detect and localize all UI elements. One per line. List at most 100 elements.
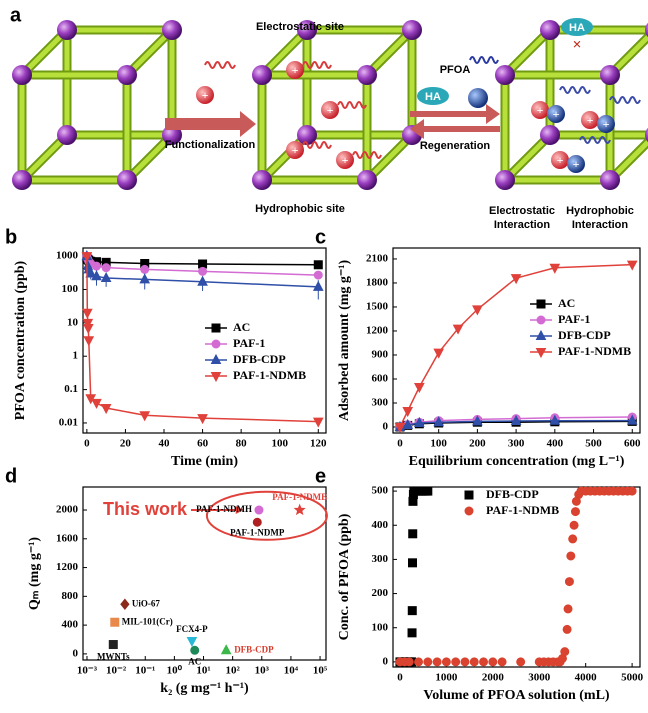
x-tick-label: 20 (120, 438, 132, 450)
pfoa-head (468, 88, 488, 108)
x-tick-label: 10⁻² (106, 665, 127, 677)
legend-marker (465, 507, 473, 515)
legend-marker (537, 316, 545, 324)
label: Interaction (572, 219, 629, 231)
y-axis-label: PFOA concentration (ppb) (13, 260, 28, 420)
marker (314, 261, 322, 269)
y-tick-label: 200 (372, 587, 389, 599)
x-tick-label: 100 (430, 438, 447, 450)
marker (111, 618, 119, 626)
x-tick-label: 40 (159, 438, 171, 450)
legend-marker (465, 491, 473, 499)
y-tick-label: 500 (372, 485, 389, 497)
point-label: AC (188, 656, 201, 666)
marker (141, 265, 149, 273)
y-tick-label: 100 (62, 283, 79, 295)
marker (403, 407, 412, 416)
y-tick-label: 600 (372, 373, 389, 385)
y-tick-label: 400 (62, 619, 79, 631)
x-tick-label: 600 (624, 438, 641, 450)
x-tick-label: 10⁻³ (77, 665, 98, 677)
node-sphere (162, 20, 182, 40)
x-tick-label: 10³ (255, 665, 270, 677)
y-tick-label: 1500 (366, 301, 389, 313)
panel-label: c (315, 226, 326, 248)
panel-label: a (10, 4, 22, 26)
marker (570, 521, 578, 529)
y-tick-label: 0 (383, 421, 389, 433)
node-sphere (357, 170, 377, 190)
x-tick-label: 400 (547, 438, 564, 450)
y-tick-label: 1200 (56, 561, 79, 573)
marker (452, 658, 460, 666)
marker (83, 309, 92, 318)
y-tick-label: 2100 (366, 252, 389, 264)
marker (561, 648, 569, 656)
x-tick-label: 1000 (435, 672, 458, 684)
y-tick-label: 0 (383, 655, 389, 667)
x-axis-label: k₂ (g mg⁻¹ h⁻¹) (160, 681, 249, 696)
charge: + (603, 117, 610, 131)
charge: + (537, 103, 544, 117)
panel-label: d (5, 465, 17, 487)
marker (187, 637, 196, 646)
label: Interaction (494, 219, 551, 231)
marker (563, 625, 571, 633)
charge: + (202, 88, 209, 102)
x-tick-label: 200 (469, 438, 486, 450)
marker (191, 646, 199, 654)
x-axis-label: Time (min) (171, 454, 238, 469)
marker (569, 535, 577, 543)
marker (424, 487, 432, 495)
charge: + (587, 113, 594, 127)
figure: a+++++++++++HAHA×FunctionalizationElectr… (0, 0, 648, 713)
marker (405, 658, 413, 666)
marker (409, 530, 417, 538)
y-tick-label: 1200 (366, 325, 389, 337)
x-tick-label: 10⁴ (284, 665, 299, 677)
point-label: PAF-1-NDMP (230, 527, 285, 537)
chain (303, 142, 331, 148)
marker (489, 658, 497, 666)
legend-label: DFB-CDP (558, 328, 611, 342)
point-label: PAF-1-NDMH (196, 504, 252, 514)
marker (84, 337, 93, 346)
marker (442, 658, 450, 666)
point-label: DFB-CDP (234, 644, 274, 654)
y-tick-label: 900 (372, 349, 389, 361)
marker (415, 658, 423, 666)
charge: + (342, 153, 349, 167)
node-sphere (600, 170, 620, 190)
label: Hydrophobic (566, 205, 634, 217)
marker (92, 399, 101, 408)
point-label: MWNTs (97, 652, 130, 662)
marker (517, 658, 525, 666)
x-tick-label: 3000 (528, 672, 551, 684)
marker (408, 629, 416, 637)
charge: + (292, 63, 299, 77)
marker (565, 578, 573, 586)
marker (93, 262, 101, 270)
marker (628, 487, 636, 495)
marker (295, 505, 305, 514)
x-tick-label: 0 (397, 438, 403, 450)
marker (222, 645, 231, 654)
marker (480, 658, 488, 666)
marker (84, 325, 93, 334)
x-tick-label: 10² (225, 665, 240, 677)
y-tick-label: 2000 (56, 504, 79, 516)
x-tick-label: 120 (310, 438, 327, 450)
node-sphere (495, 170, 515, 190)
plot-frame (83, 248, 326, 433)
panel-label: b (5, 226, 17, 248)
legend-label: AC (233, 320, 250, 334)
label: Electrostatic (489, 205, 555, 217)
charge: + (557, 153, 564, 167)
marker (408, 607, 416, 615)
legend-label: PAF-1 (233, 336, 265, 350)
y-tick-label: 800 (62, 590, 79, 602)
y-tick-label: 1000 (56, 250, 79, 262)
annotation: This work (103, 499, 188, 519)
charge: + (573, 157, 580, 171)
marker (470, 658, 478, 666)
